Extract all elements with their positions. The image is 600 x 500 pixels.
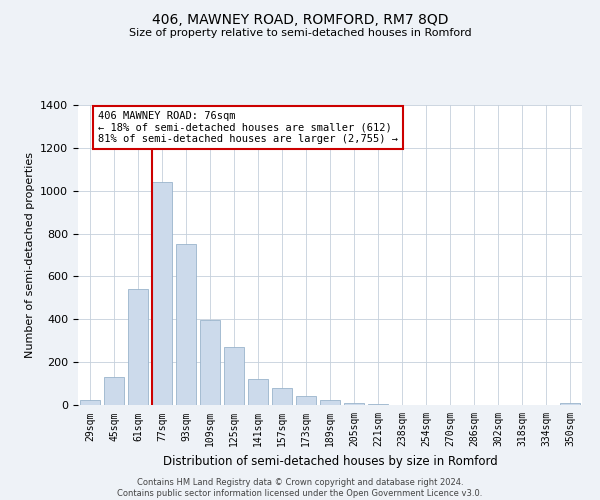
Bar: [152, 182, 172, 405]
Text: 406 MAWNEY ROAD: 76sqm
← 18% of semi-detached houses are smaller (612)
81% of se: 406 MAWNEY ROAD: 76sqm ← 18% of semi-det…: [98, 111, 398, 144]
Bar: [560, 404, 580, 405]
Text: Contains HM Land Registry data © Crown copyright and database right 2024.
Contai: Contains HM Land Registry data © Crown c…: [118, 478, 482, 498]
Bar: [80, 400, 100, 405]
Bar: [104, 377, 124, 405]
X-axis label: Distribution of semi-detached houses by size in Romford: Distribution of semi-detached houses by …: [163, 455, 497, 468]
Bar: [224, 347, 244, 405]
Bar: [320, 400, 340, 405]
Y-axis label: Number of semi-detached properties: Number of semi-detached properties: [25, 152, 35, 358]
Bar: [248, 380, 268, 405]
Bar: [176, 244, 196, 405]
Bar: [296, 396, 316, 405]
Bar: [128, 290, 148, 405]
Bar: [368, 404, 388, 405]
Bar: [272, 388, 292, 405]
Bar: [200, 320, 220, 405]
Bar: [344, 403, 364, 405]
Text: 406, MAWNEY ROAD, ROMFORD, RM7 8QD: 406, MAWNEY ROAD, ROMFORD, RM7 8QD: [152, 12, 448, 26]
Text: Size of property relative to semi-detached houses in Romford: Size of property relative to semi-detach…: [128, 28, 472, 38]
